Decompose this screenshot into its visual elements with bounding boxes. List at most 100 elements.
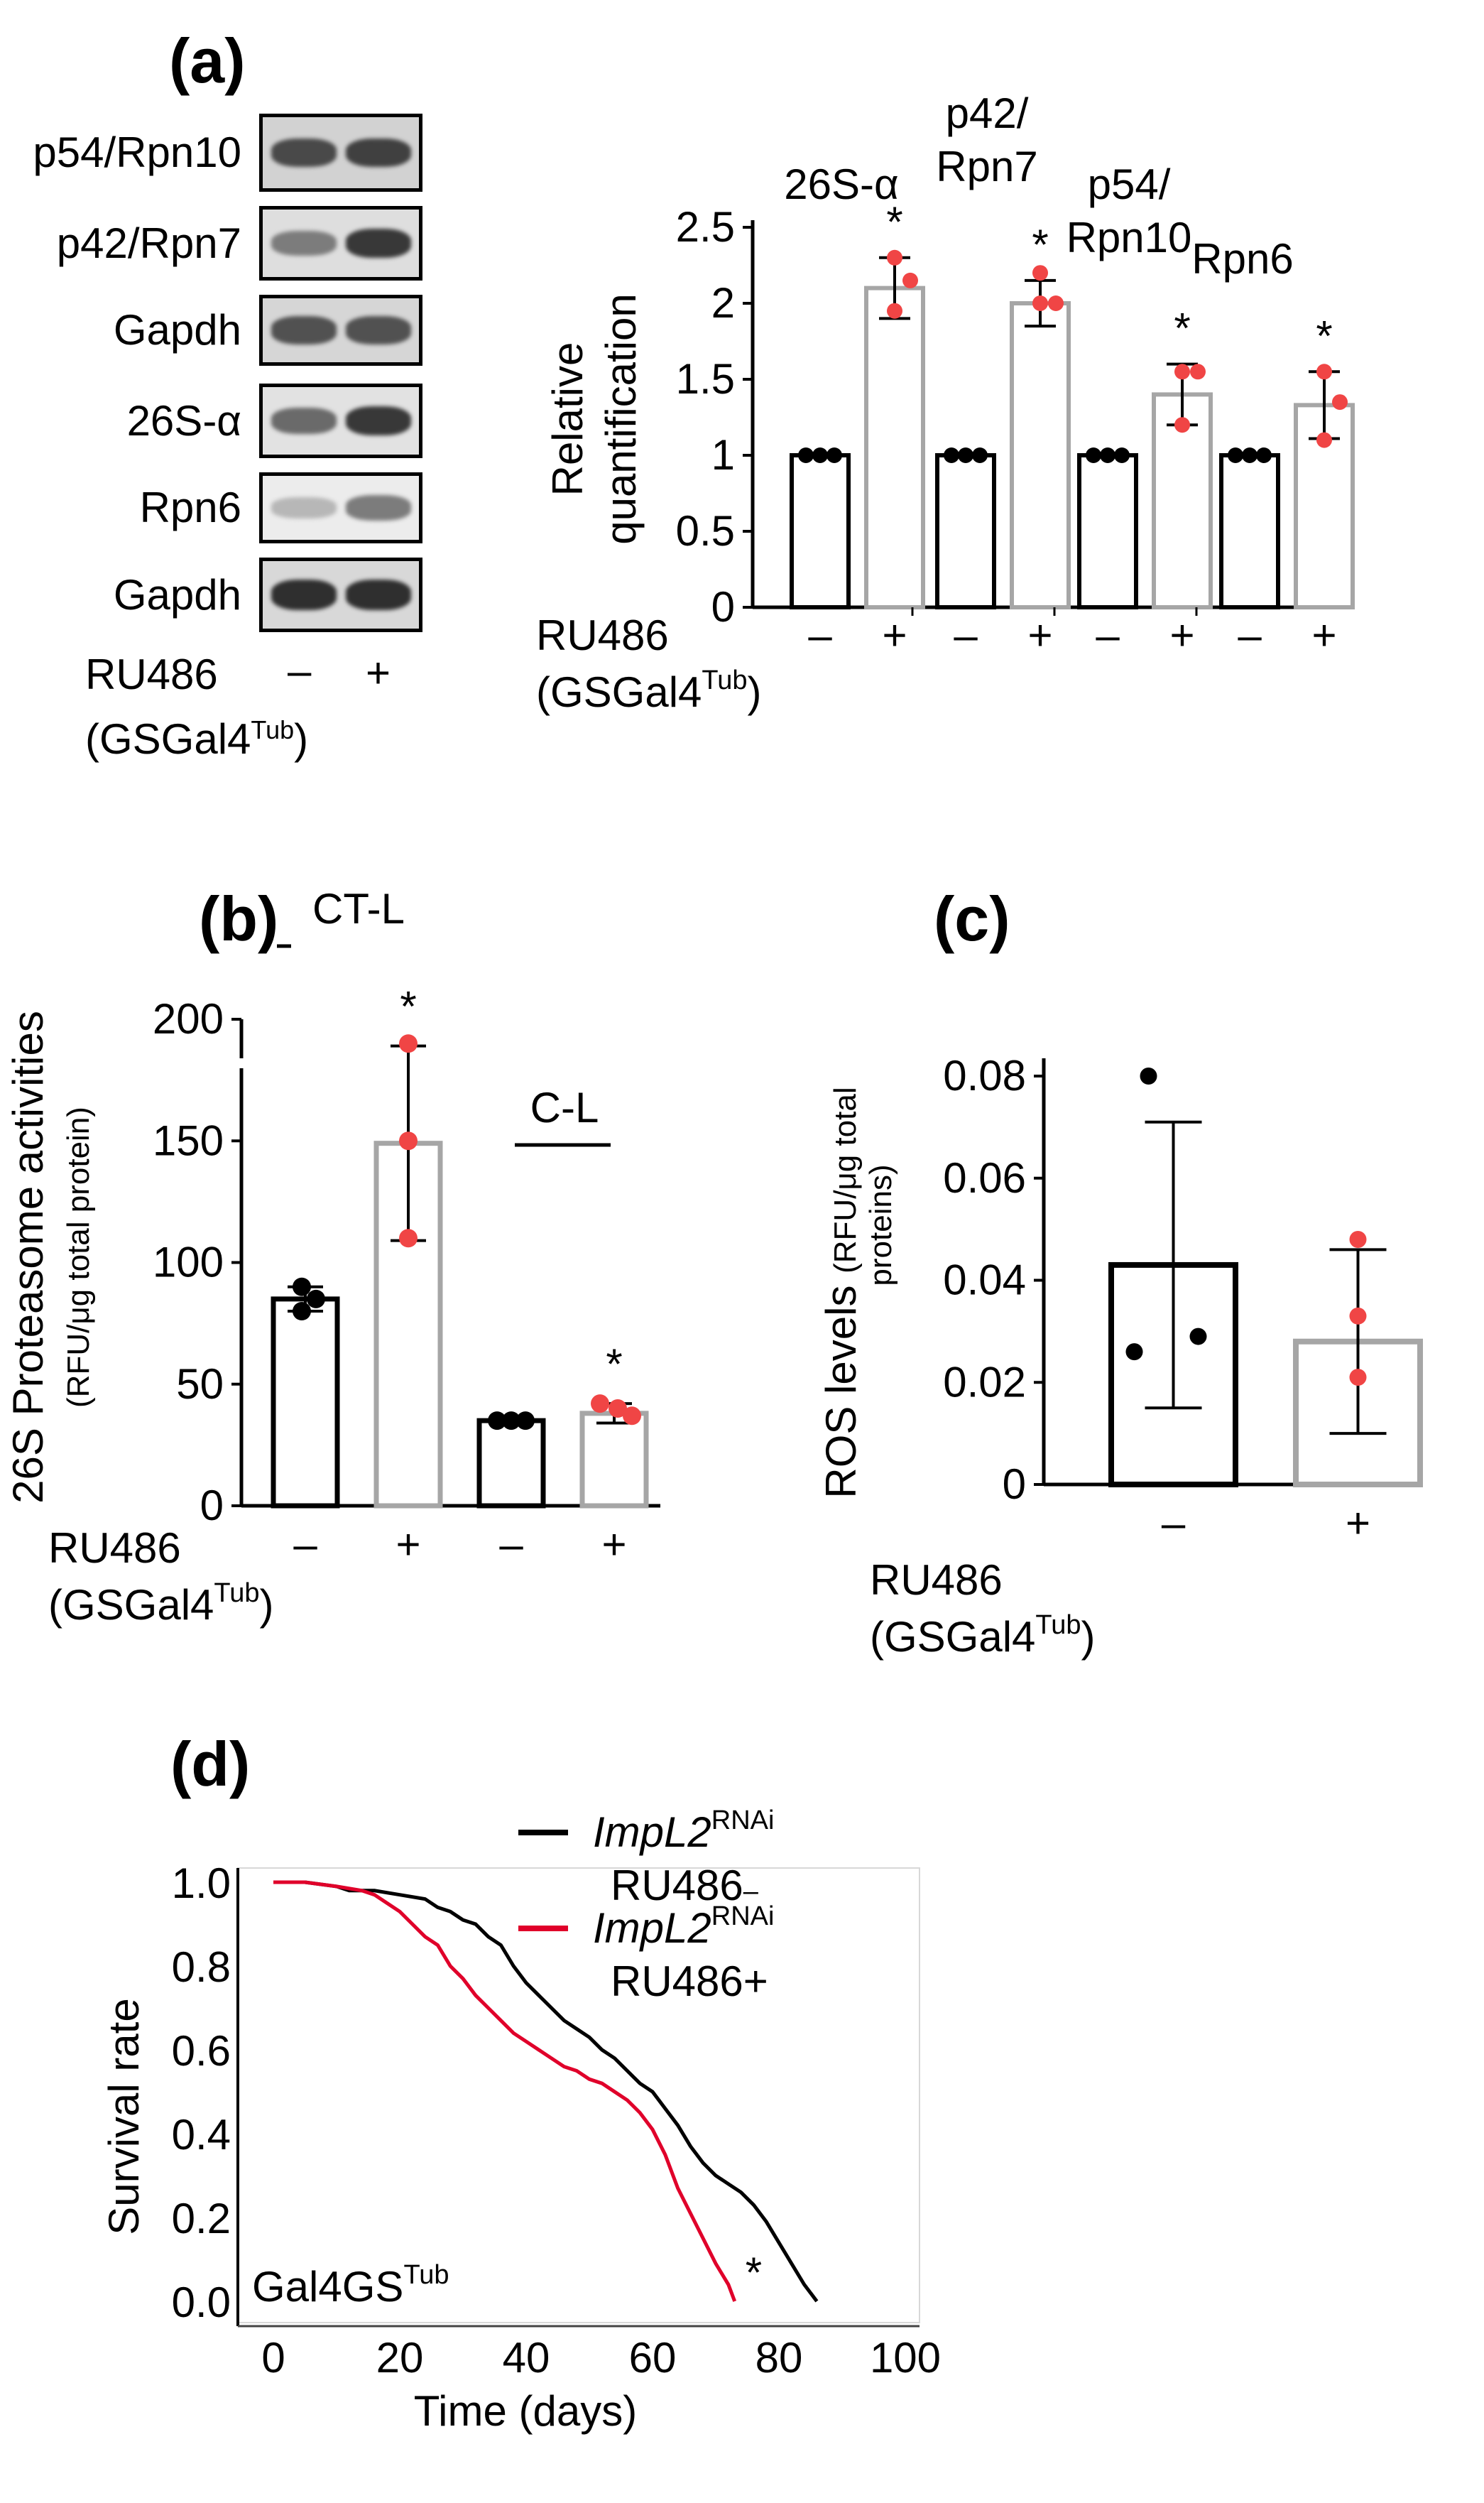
y-tick-label: 0.4 <box>172 2111 231 2159</box>
x-axis-label: Time (days) <box>414 2387 637 2435</box>
y-axis-label: 26S Proteasome activities <box>4 1011 52 1504</box>
driver-label: (GSGal4Tub) <box>48 1578 273 1629</box>
significance-star: * <box>400 983 416 1031</box>
blot-driver-label: (GSGal4Tub) <box>85 715 309 763</box>
treatment-sign: + <box>601 1521 626 1568</box>
blot-sign-minus: – <box>288 647 312 695</box>
data-point <box>488 1411 506 1430</box>
y-tick-label: 0.08 <box>943 1052 1026 1100</box>
bar <box>790 453 851 609</box>
y-tick-label: 0.04 <box>943 1256 1026 1304</box>
y-axis-label: (RFU/μg total protein) <box>61 1107 96 1408</box>
blot-ru486-label: RU486 <box>85 651 218 698</box>
data-point <box>1032 265 1048 281</box>
panel-b-label: (b) <box>199 884 279 954</box>
group-label: 26S-α <box>784 161 898 208</box>
driver-label: (GSGal4Tub) <box>536 666 761 716</box>
data-point <box>1125 1343 1143 1361</box>
data-point <box>609 1399 627 1418</box>
x-tick-label: 0 <box>261 2334 285 2382</box>
data-point <box>1086 447 1101 463</box>
data-point <box>307 1289 325 1308</box>
treatment-sign: – <box>1096 612 1120 659</box>
data-point <box>293 1277 311 1296</box>
blot-row-label: p54/Rpn10 <box>33 129 241 176</box>
data-point <box>1316 432 1332 448</box>
driver-label: (GSGal4Tub) <box>870 1610 1095 1661</box>
treatment-sign: – <box>954 612 978 659</box>
data-point <box>1316 364 1332 380</box>
legend-entry: ImpL2RNAi <box>593 1901 774 1952</box>
group-label: p42/ <box>946 89 1029 137</box>
y-axis-label: ROS levels (RFU/μg total <box>817 1087 865 1498</box>
y-tick-label: 50 <box>176 1360 224 1408</box>
group-label: p54/ <box>1088 161 1171 208</box>
bar <box>579 1411 649 1509</box>
data-point <box>591 1394 609 1413</box>
y-tick-label: 0.02 <box>943 1358 1026 1406</box>
annotation: Gal4GSTub <box>252 2260 449 2311</box>
blot-row-label: Gapdh <box>113 306 241 354</box>
y-tick-label: 0.2 <box>172 2195 231 2242</box>
y-tick-label: 0 <box>200 1482 224 1529</box>
data-point <box>1228 447 1243 463</box>
treatment-sign: – <box>1238 612 1262 659</box>
y-tick-label: 1.0 <box>172 1859 231 1907</box>
y-tick-label: 0.8 <box>172 1943 231 1991</box>
legend-entry: RU486– <box>611 1862 759 1909</box>
bar <box>864 286 925 609</box>
data-point <box>1242 447 1257 463</box>
data-point <box>1256 447 1272 463</box>
legend-entry: RU486+ <box>611 1958 768 2005</box>
blot-band <box>346 495 411 521</box>
treatment-sign: + <box>1346 1499 1370 1547</box>
data-point <box>1114 447 1130 463</box>
x-tick-label: 100 <box>870 2334 941 2382</box>
legend-entry: ImpL2RNAi <box>593 1806 774 1856</box>
survival-curve <box>273 1880 819 2303</box>
data-point <box>972 447 988 463</box>
y-tick-label: 200 <box>153 995 224 1043</box>
blot-strip <box>259 114 422 192</box>
panel-d-label: (d) <box>170 1729 251 1799</box>
group-label: C-L <box>530 1084 599 1131</box>
y-tick-label: 0.0 <box>172 2279 231 2326</box>
treatment-sign: + <box>882 612 907 659</box>
bar <box>476 1418 546 1509</box>
bar <box>1219 453 1280 609</box>
y-axis-label: Survival rate <box>100 1998 148 2235</box>
y-tick-label: 2.5 <box>676 203 735 251</box>
blot-band <box>346 406 411 436</box>
group-label: CT-L <box>312 885 405 933</box>
data-point <box>399 1229 418 1248</box>
bar <box>1010 301 1071 609</box>
blot-strip <box>259 206 422 281</box>
treatment-sign: + <box>1027 612 1052 659</box>
treatment-label: RU486 <box>48 1524 181 1572</box>
blot-strip <box>259 558 422 632</box>
data-point <box>1174 364 1190 380</box>
y-axis-label: quantification <box>597 293 645 545</box>
chart-b-proteasome-activities: 0 50 100 150 200 26S Proteasome activities (RF… <box>4 885 660 1629</box>
data-point <box>1349 1307 1367 1325</box>
blot-band <box>346 138 411 168</box>
y-tick-label: 0 <box>1003 1460 1026 1508</box>
data-point <box>887 303 902 319</box>
chart-d-survival-curve: 0 20 40 60 80 100 0.0 0.2 0.4 0.6 0.8 1.0 Time (days… <box>100 1806 941 2435</box>
y-tick-label: 0.5 <box>676 507 735 555</box>
blot-strip <box>259 384 422 458</box>
data-point <box>826 447 842 463</box>
data-point <box>902 272 918 288</box>
plot-frame <box>237 1867 920 2323</box>
data-point <box>1032 295 1048 311</box>
data-point <box>1189 1327 1207 1345</box>
group-label: Rpn7 <box>936 143 1037 190</box>
panel-a-label: (a) <box>169 26 246 96</box>
blot-band <box>271 139 337 167</box>
panel-c-label: (c) <box>934 884 1010 954</box>
x-tick-label: 80 <box>755 2334 803 2382</box>
treatment-sign: – <box>293 1521 317 1568</box>
blot-row-label: 26S-α <box>126 396 241 445</box>
blot-band <box>271 316 337 344</box>
data-point <box>1100 447 1115 463</box>
